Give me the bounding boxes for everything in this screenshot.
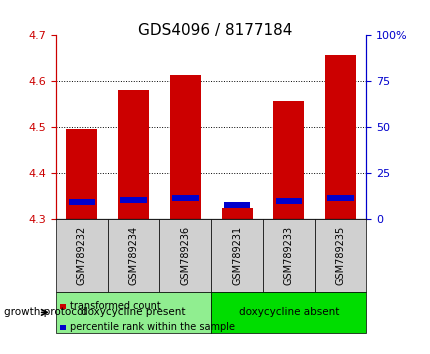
Bar (118, 90, 149, 219)
Text: GSM789235: GSM789235 (335, 226, 345, 285)
Text: GSM789233: GSM789233 (283, 226, 293, 285)
Bar (169, 74, 200, 219)
Bar (120, 198, 147, 203)
Text: doxycycline absent: doxycycline absent (238, 307, 338, 318)
Bar (66, 129, 97, 219)
Bar (223, 202, 250, 207)
Text: GDS4096 / 8177184: GDS4096 / 8177184 (138, 23, 292, 38)
Bar (324, 55, 355, 219)
Text: percentile rank within the sample: percentile rank within the sample (70, 322, 235, 332)
Bar (275, 198, 301, 204)
Bar (221, 208, 252, 219)
Text: transformed count: transformed count (70, 301, 161, 311)
Bar (68, 199, 95, 205)
Bar (273, 101, 304, 219)
Bar (326, 195, 353, 201)
Text: GSM789234: GSM789234 (128, 226, 138, 285)
Text: doxycycline present: doxycycline present (81, 307, 185, 318)
Text: GSM789236: GSM789236 (180, 226, 190, 285)
Text: GSM789231: GSM789231 (231, 226, 242, 285)
Text: GSM789232: GSM789232 (77, 226, 87, 285)
Bar (172, 195, 198, 201)
Text: growth protocol: growth protocol (4, 307, 86, 318)
